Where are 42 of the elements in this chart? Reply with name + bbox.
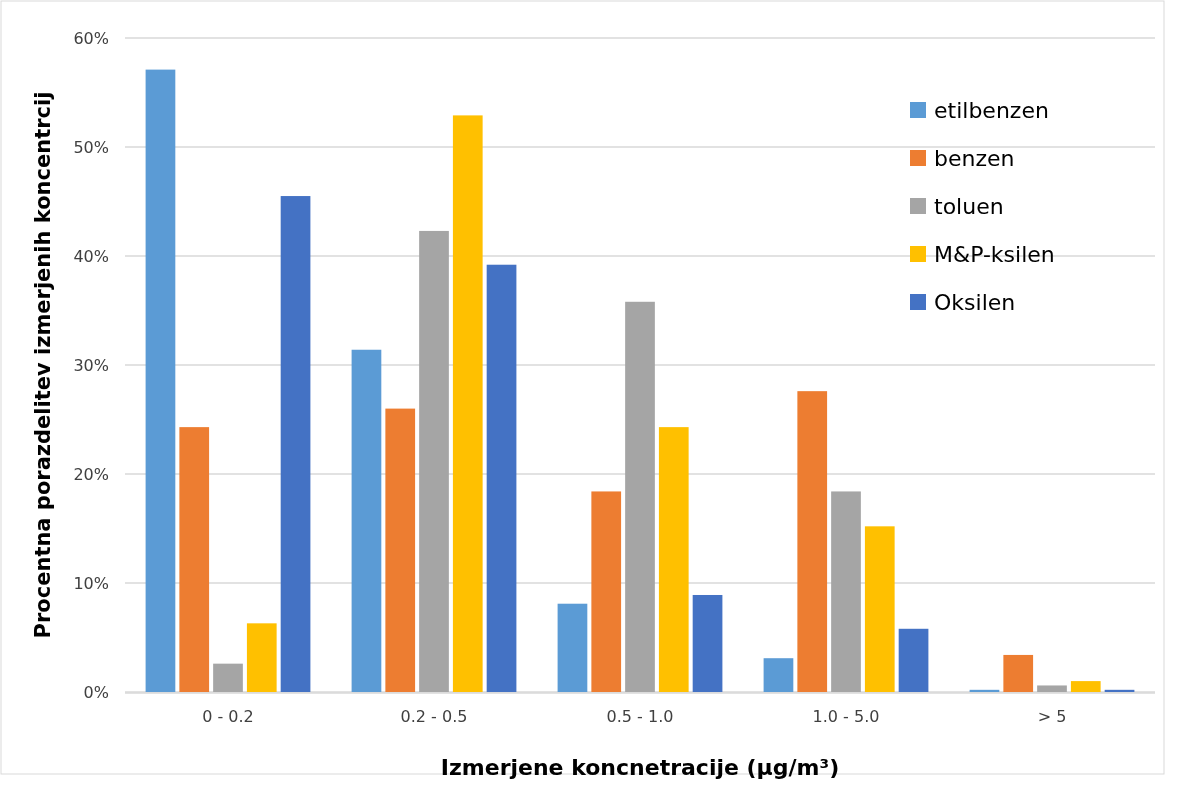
- x-tick-label: 0.5 - 1.0: [606, 707, 674, 726]
- bar: [625, 301, 655, 692]
- bar: [486, 264, 517, 692]
- bar: [1070, 681, 1101, 692]
- bar: [246, 623, 277, 692]
- x-axis-title: Izmerjene koncnetracije (µg/m³): [440, 755, 840, 780]
- legend-label: benzen: [934, 145, 1015, 171]
- bar: [452, 115, 483, 692]
- y-tick-label: 60%: [73, 28, 109, 48]
- bar: [831, 491, 861, 692]
- legend-label: Oksilen: [934, 289, 1016, 315]
- y-tick-label: 40%: [73, 246, 109, 266]
- y-tick-label: 20%: [73, 464, 109, 484]
- legend-label: M&P-ksilen: [934, 241, 1055, 267]
- bar: [385, 408, 416, 692]
- y-tick-label: 0%: [83, 682, 109, 702]
- x-tick-label: 1.0 - 5.0: [812, 707, 880, 726]
- bar: [692, 594, 723, 692]
- legend-label: etilbenzen: [934, 97, 1049, 123]
- bar: [179, 427, 210, 692]
- bar: [280, 196, 311, 692]
- bar: [351, 349, 382, 692]
- bar: [898, 628, 929, 692]
- bar: [213, 663, 243, 692]
- bar: [145, 69, 176, 692]
- bar: [797, 391, 828, 692]
- bar: [763, 658, 794, 692]
- bar: [557, 603, 588, 692]
- bar: [1003, 654, 1034, 692]
- x-tick-label: 0 - 0.2: [202, 707, 254, 726]
- bar: [591, 491, 622, 692]
- bar: [1037, 685, 1067, 692]
- bar: [419, 230, 449, 692]
- bar: [658, 427, 689, 692]
- x-tick-label: > 5: [1037, 707, 1067, 726]
- bar: [864, 526, 895, 692]
- legend-label: toluen: [934, 193, 1004, 219]
- y-axis-title: Procentna porazdelitev izmerjenih koncentrcij: [31, 91, 55, 639]
- x-tick-label: 0.2 - 0.5: [400, 707, 468, 726]
- y-tick-label: 10%: [73, 573, 109, 593]
- y-tick-label: 30%: [73, 355, 109, 375]
- y-tick-label: 50%: [73, 137, 109, 157]
